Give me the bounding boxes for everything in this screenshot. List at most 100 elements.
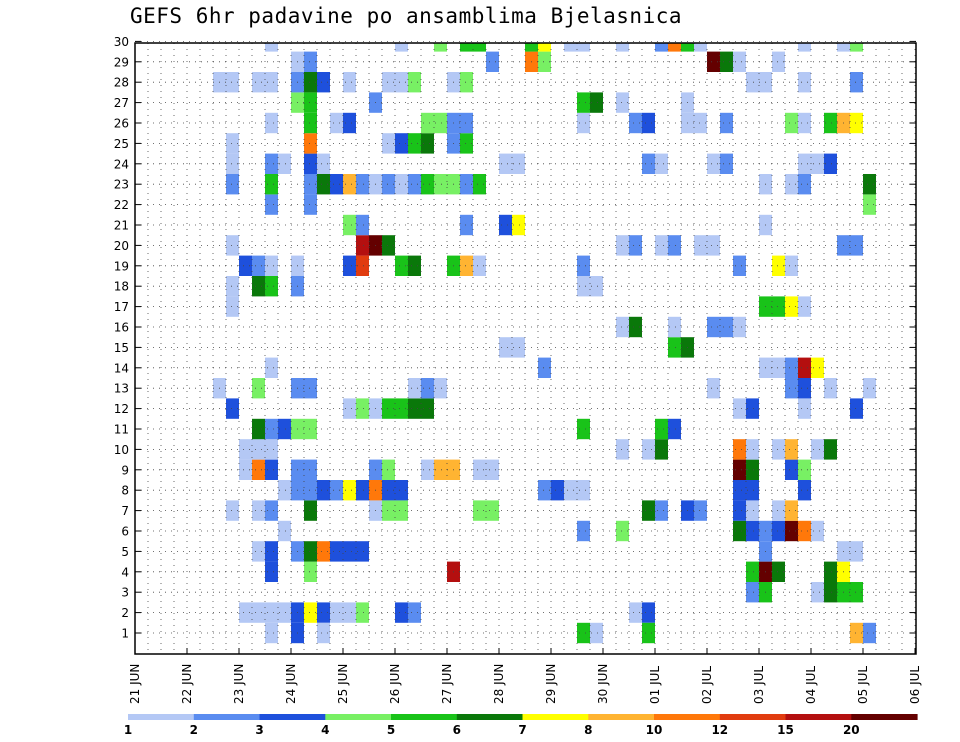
heatmap-cell <box>668 43 681 52</box>
x-tick-label: 30 JUN <box>596 664 610 704</box>
heatmap-cell <box>343 398 356 419</box>
heatmap-cell <box>772 296 785 317</box>
heatmap-cell <box>265 622 278 644</box>
heatmap-cell <box>304 541 317 562</box>
colorbar-segment <box>522 714 589 720</box>
heatmap-cell <box>785 255 798 276</box>
heatmap-cell <box>824 378 837 399</box>
heatmap-cell <box>265 357 278 378</box>
heatmap-cell <box>811 153 824 174</box>
heatmap-cell <box>863 622 876 644</box>
heatmap-cell <box>733 520 746 542</box>
y-tick-label: 14 <box>114 361 129 375</box>
heatmap-cell <box>772 500 785 521</box>
heatmap-cell <box>811 439 824 460</box>
heatmap-cell <box>629 316 642 338</box>
heatmap-cell <box>434 43 447 52</box>
heatmap-cell <box>265 459 278 480</box>
heatmap-cell <box>798 378 811 399</box>
heatmap-cell <box>226 276 239 297</box>
heatmap-cell <box>577 418 590 440</box>
heatmap-cell <box>642 439 655 460</box>
x-tick-label: 23 JUN <box>232 664 246 704</box>
colorbar-segment <box>391 714 458 720</box>
heatmap-cell <box>616 520 629 542</box>
x-tick-label: 04 JUL <box>804 666 818 704</box>
heatmap-cell <box>226 235 239 256</box>
cells-layer <box>213 43 876 644</box>
heatmap-cell <box>798 72 811 93</box>
heatmap-cell <box>421 133 434 154</box>
heatmap-cell <box>382 480 395 501</box>
heatmap-cell <box>317 480 330 501</box>
heatmap-cell <box>356 398 369 419</box>
heatmap-cell <box>577 255 590 276</box>
y-tick-label: 15 <box>114 341 129 355</box>
heatmap-cell <box>629 235 642 256</box>
heatmap-cell <box>265 174 278 195</box>
heatmap-cell <box>304 51 317 72</box>
heatmap-cell <box>655 439 668 460</box>
heatmap-cell <box>512 153 525 174</box>
heatmap-cell <box>239 602 252 623</box>
heatmap-cell <box>616 439 629 460</box>
heatmap-cell <box>733 459 746 480</box>
heatmap-cell <box>577 43 590 52</box>
heatmap-cell <box>863 194 876 215</box>
heatmap-cell <box>317 72 330 93</box>
heatmap-cell <box>252 439 265 460</box>
heatmap-cell <box>772 439 785 460</box>
heatmap-cell <box>460 214 473 236</box>
heatmap-cell <box>824 439 837 460</box>
heatmap-cell <box>616 316 629 338</box>
heatmap-cell <box>850 541 863 562</box>
heatmap-cell <box>824 582 837 603</box>
heatmap-cell <box>304 500 317 521</box>
heatmap-cell <box>668 235 681 256</box>
heatmap-cell <box>668 316 681 338</box>
y-tick-label: 12 <box>114 402 129 416</box>
colorbar-label: 20 <box>843 723 860 737</box>
heatmap-cell <box>850 582 863 603</box>
heatmap-cell <box>577 92 590 113</box>
heatmap-cell <box>395 480 408 501</box>
y-tick-label: 3 <box>121 586 129 600</box>
heatmap-cell <box>785 500 798 521</box>
colorbar-segment <box>128 714 195 720</box>
heatmap-cell <box>798 296 811 317</box>
heatmap-cell <box>265 418 278 440</box>
heatmap-cell <box>252 276 265 297</box>
heatmap-cell <box>460 133 473 154</box>
heatmap-cell <box>746 398 759 419</box>
heatmap-cell <box>265 255 278 276</box>
y-tick-label: 8 <box>121 484 129 498</box>
y-tick-label: 7 <box>121 504 129 518</box>
heatmap-cell <box>304 480 317 501</box>
heatmap-cell <box>265 500 278 521</box>
heatmap-cell <box>382 133 395 154</box>
heatmap-cell <box>746 459 759 480</box>
heatmap-cell <box>746 480 759 501</box>
heatmap-cell <box>707 153 720 174</box>
heatmap-cell <box>304 418 317 440</box>
heatmap-cell <box>460 43 473 52</box>
y-tick-label: 22 <box>114 198 129 212</box>
heatmap-cell <box>356 480 369 501</box>
colorbar-label: 10 <box>646 723 663 737</box>
heatmap-cell <box>226 153 239 174</box>
heatmap-cell <box>655 43 668 52</box>
y-tick-label: 23 <box>114 178 129 192</box>
heatmap-cell <box>850 112 863 134</box>
x-axis: 21 JUN 22 JUN 23 JUN 24 JUN 25 JUN 26 JUN 27 J… <box>128 648 922 704</box>
heatmap-cell <box>343 112 356 134</box>
heatmap-cell <box>330 602 343 623</box>
heatmap-cell <box>330 480 343 501</box>
heatmap-cell <box>460 72 473 93</box>
heatmap-cell <box>720 316 733 338</box>
colorbar-label: 7 <box>518 723 526 737</box>
heatmap-cell <box>265 43 278 52</box>
heatmap-cell <box>590 276 603 297</box>
heatmap-cell <box>473 500 486 521</box>
chart-title: GEFS 6hr padavine po ansamblima Bjelasni… <box>130 4 683 28</box>
